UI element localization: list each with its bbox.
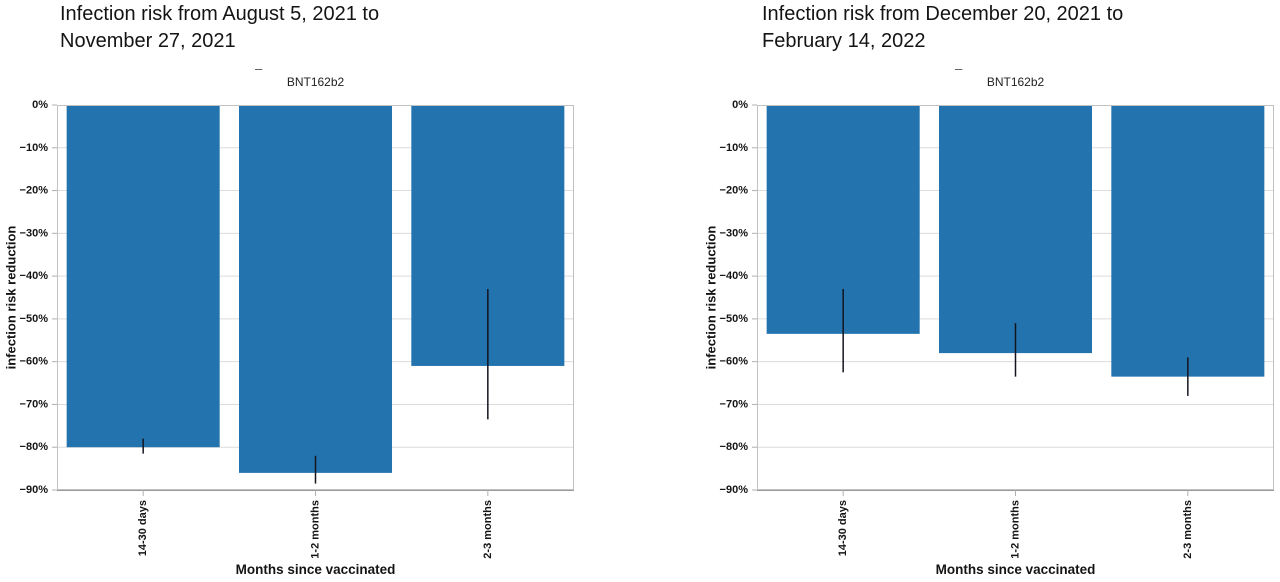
chart-dec-feb-2022: Infection risk from December 20, 2021 to… [640, 0, 1280, 582]
bar-14-30-days [66, 105, 220, 448]
chart-title-line1: Infection risk from August 5, 2021 to [60, 3, 380, 25]
y-tick-label--40: −40% [20, 270, 49, 282]
y-tick-label--60: −60% [20, 356, 49, 368]
x-tick-label-1-2-months: 1-2 months [310, 500, 322, 559]
x-tick-label-14-30-days: 14-30 days [837, 500, 849, 556]
y-tick-label-0: 0% [732, 99, 748, 111]
plot-border [757, 105, 1274, 490]
bar-2-3-months [1111, 105, 1265, 377]
plot-area: 0% −10% −20% −30% −40% −50% −60% −70% −80% −90% 14… [720, 99, 1274, 559]
y-tick-label--70: −70% [20, 398, 49, 410]
y-tick-label--20: −20% [20, 185, 49, 197]
y-tick-label--80: −80% [720, 441, 749, 453]
plot-border [57, 105, 574, 490]
y-tick-label-0: 0% [32, 99, 48, 111]
x-tick-label-1-2-months: 1-2 months [1010, 500, 1022, 559]
y-tick-label--20: −20% [720, 185, 749, 197]
x-tick-label-2-3-months: 2-3 months [482, 500, 494, 559]
plot-area: 0% −10% −20% −30% −40% −50% −60% −70% −80% −90% 14… [20, 99, 574, 559]
chart-aug-nov-2021: Infection risk from August 5, 2021 to No… [4, 1, 574, 577]
y-tick-label--50: −50% [20, 313, 49, 325]
chart-title-line2: February 14, 2022 [762, 30, 926, 52]
bar-1-2-months [938, 105, 1093, 354]
y-tick-label--30: −30% [20, 227, 49, 239]
x-tick-label-2-3-months: 2-3 months [1182, 500, 1194, 559]
bar-1-2-months [238, 105, 393, 473]
chart-title-line2: November 27, 2021 [60, 30, 236, 52]
x-axis-title: Months since vaccinated [935, 562, 1096, 577]
x-tick-label-14-30-days: 14-30 days [137, 500, 149, 556]
chart-title: Infection risk from August 5, 2021 to No… [60, 1, 379, 55]
legend-dash: – [955, 61, 963, 76]
y-tick-label--90: −90% [720, 484, 749, 496]
y-tick-label--10: −10% [20, 142, 49, 154]
y-tick-label--10: −10% [720, 142, 749, 154]
y-tick-label--60: −60% [720, 356, 749, 368]
y-tick-label--50: −50% [720, 313, 749, 325]
y-tick-label--70: −70% [720, 398, 749, 410]
y-tick-label--30: −30% [720, 227, 749, 239]
legend-dash: – [255, 61, 263, 76]
y-tick-label--90: −90% [20, 484, 49, 496]
y-tick-label--80: −80% [20, 441, 49, 453]
chart-title: Infection risk from December 20, 2021 to… [762, 1, 1123, 55]
x-axis-title: Months since vaccinated [235, 562, 396, 577]
chart-title-line1: Infection risk from December 20, 2021 to [762, 3, 1124, 25]
y-tick-label--40: −40% [720, 270, 749, 282]
chart-subtitle: BNT162b2 [986, 75, 1045, 89]
chart-subtitle: BNT162b2 [286, 75, 345, 89]
